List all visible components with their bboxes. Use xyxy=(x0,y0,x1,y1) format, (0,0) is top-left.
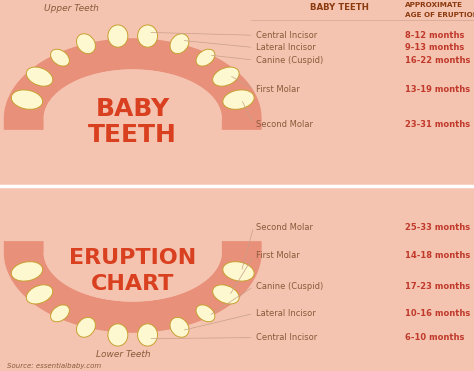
Ellipse shape xyxy=(51,305,69,322)
Ellipse shape xyxy=(26,67,53,86)
Text: 6-10 months: 6-10 months xyxy=(405,333,465,342)
Text: Lower Teeth: Lower Teeth xyxy=(96,350,151,359)
Text: Canine (Cuspid): Canine (Cuspid) xyxy=(256,56,323,65)
Text: TEETH: TEETH xyxy=(88,124,177,147)
Polygon shape xyxy=(4,38,262,130)
Text: 9-13 months: 9-13 months xyxy=(405,43,465,52)
Text: 23-31 months: 23-31 months xyxy=(405,120,470,129)
Ellipse shape xyxy=(51,49,69,66)
Text: ERUPTION: ERUPTION xyxy=(69,248,196,268)
Text: First Molar: First Molar xyxy=(256,252,300,260)
Text: Central Incisor: Central Incisor xyxy=(256,31,317,40)
Ellipse shape xyxy=(50,207,215,286)
Ellipse shape xyxy=(170,34,189,54)
Ellipse shape xyxy=(196,49,215,66)
Text: BABY TEETH: BABY TEETH xyxy=(310,3,369,12)
Text: 10-16 months: 10-16 months xyxy=(405,309,471,318)
Ellipse shape xyxy=(137,324,157,346)
Ellipse shape xyxy=(223,262,254,281)
Text: Central Incisor: Central Incisor xyxy=(256,333,317,342)
Text: AGE OF ERUPTION:: AGE OF ERUPTION: xyxy=(405,12,474,18)
Text: 13-19 months: 13-19 months xyxy=(405,85,470,93)
Text: Second Molar: Second Molar xyxy=(256,223,313,232)
Text: 8-12 months: 8-12 months xyxy=(405,31,465,40)
Text: APPROXIMATE: APPROXIMATE xyxy=(405,3,463,9)
Ellipse shape xyxy=(108,324,128,346)
Polygon shape xyxy=(4,241,262,333)
Ellipse shape xyxy=(50,85,215,164)
Text: CHART: CHART xyxy=(91,274,174,294)
Polygon shape xyxy=(44,252,222,302)
Ellipse shape xyxy=(11,262,43,281)
Text: Canine (Cuspid): Canine (Cuspid) xyxy=(256,282,323,291)
Ellipse shape xyxy=(108,25,128,47)
Text: Upper Teeth: Upper Teeth xyxy=(44,4,99,13)
Ellipse shape xyxy=(76,317,95,337)
Polygon shape xyxy=(44,69,222,119)
Ellipse shape xyxy=(26,285,53,304)
Text: 17-23 months: 17-23 months xyxy=(405,282,470,291)
Text: First Molar: First Molar xyxy=(256,85,300,93)
Ellipse shape xyxy=(11,90,43,109)
Ellipse shape xyxy=(196,305,215,322)
Text: Second Molar: Second Molar xyxy=(256,120,313,129)
Ellipse shape xyxy=(213,67,239,86)
Ellipse shape xyxy=(213,285,239,304)
Ellipse shape xyxy=(223,90,254,109)
Text: 16-22 months: 16-22 months xyxy=(405,56,471,65)
Text: 25-33 months: 25-33 months xyxy=(405,223,470,232)
Text: BABY: BABY xyxy=(96,98,170,121)
Text: Lateral Incisor: Lateral Incisor xyxy=(256,309,316,318)
Text: 14-18 months: 14-18 months xyxy=(405,252,471,260)
Text: Source: essentialbaby.com: Source: essentialbaby.com xyxy=(7,363,101,369)
Ellipse shape xyxy=(137,25,157,47)
Text: Lateral Incisor: Lateral Incisor xyxy=(256,43,316,52)
Ellipse shape xyxy=(170,317,189,337)
Ellipse shape xyxy=(76,34,95,54)
